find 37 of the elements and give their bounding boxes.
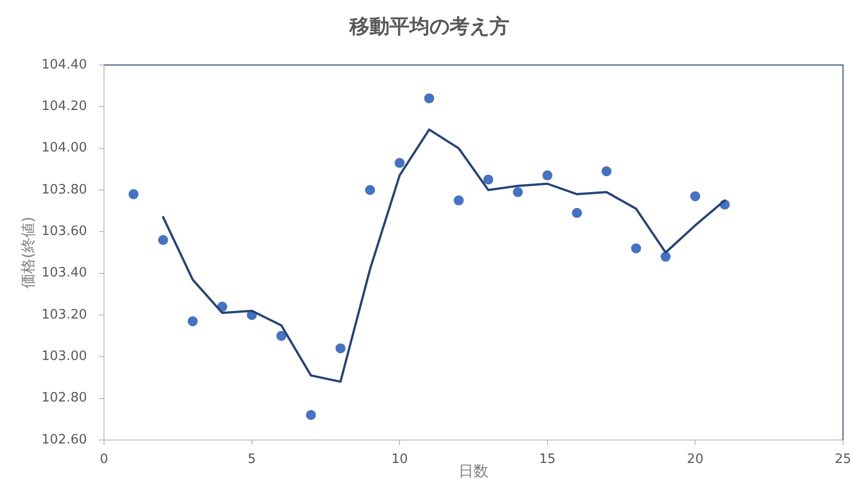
x-tick-label: 15: [539, 452, 556, 468]
point: [335, 343, 346, 354]
point: [365, 185, 376, 195]
x-tick-label: 20: [686, 452, 704, 468]
y-tick-label: 103.80: [42, 182, 87, 198]
x-axis-title: 日数: [458, 462, 488, 480]
point: [572, 208, 582, 218]
y-tick-label: 102.80: [42, 390, 87, 406]
y-tick-label: 104.00: [42, 140, 87, 156]
x-tick-label: 25: [834, 452, 852, 468]
x-tick-label: 0: [100, 452, 108, 468]
x-tick-label: 5: [248, 452, 256, 468]
point: [631, 243, 642, 254]
point: [512, 187, 523, 198]
y-tick-label: 103.20: [42, 307, 87, 322]
point: [660, 252, 671, 262]
point: [188, 316, 198, 326]
point: [542, 170, 552, 180]
y-tick-label: 103.40: [42, 266, 87, 281]
point: [602, 166, 612, 176]
point: [454, 195, 464, 206]
point: [306, 410, 316, 420]
y-tick-label: 104.40: [42, 57, 87, 72]
point: [424, 93, 434, 104]
y-axis-title: 価格(終値): [18, 216, 37, 288]
y-tick-label: 103.00: [42, 349, 87, 364]
y-tick-label: 104.20: [42, 99, 87, 114]
point: [483, 174, 494, 185]
point: [690, 191, 700, 202]
point: [158, 235, 168, 245]
y-tick-label: 102.60: [42, 432, 87, 448]
point: [128, 189, 139, 200]
chart-title: 移動平均の考え方: [348, 14, 510, 38]
y-tick-label: 103.60: [42, 224, 87, 240]
point: [276, 330, 286, 341]
x-tick-label: 10: [391, 452, 408, 468]
point: [394, 158, 405, 168]
